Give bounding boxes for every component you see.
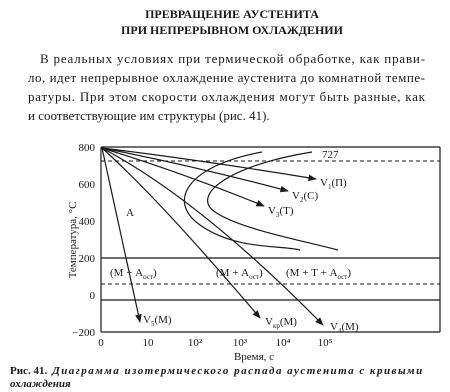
- title: ПРЕВРАЩЕНИЕ АУСТЕНИТА: [145, 7, 319, 21]
- x-tick-label: 10⁴: [276, 337, 291, 349]
- curve-label: V1(П): [320, 177, 347, 191]
- caption: охлаждения: [10, 378, 71, 390]
- x-tick-label: 10: [143, 337, 155, 349]
- zone-label: (М + Аост): [216, 267, 263, 281]
- y-tick-label: 0: [90, 290, 96, 302]
- y-tick-label: 800: [79, 142, 96, 154]
- cooling-curve: [101, 147, 261, 319]
- c-curve-start: [183, 151, 301, 251]
- cooling-curve: [101, 147, 265, 207]
- paragraph-line: ло, идет непрерывное охлаждение аустенит…: [28, 70, 425, 85]
- c-curve-end: [207, 151, 339, 251]
- curve-label: V3(Т): [268, 205, 294, 219]
- y-axis-label: Температура, °C: [67, 202, 79, 279]
- x-axis-label: Время, с: [234, 351, 274, 363]
- line-label: 727: [322, 149, 339, 161]
- x-tick-label: 10²: [188, 337, 203, 349]
- cooling-curve: [101, 147, 289, 193]
- paragraph-line: и соответствующие им структуры (рис. 41)…: [28, 108, 270, 123]
- cooling-curve: [101, 147, 324, 326]
- y-tick-label: 400: [79, 216, 96, 228]
- curve-label: V4(М): [330, 321, 359, 335]
- curve-label: V2(С): [292, 190, 318, 204]
- title: ПРИ НЕПРЕРЫВНОМ ОХЛАЖДЕНИИ: [121, 23, 344, 37]
- caption: Рис. 41. Диаграмма изотермического распад…: [10, 365, 422, 377]
- paragraph-line: ратуры. При этом скорости охлаждения мог…: [28, 89, 426, 104]
- zone-label: (М + Т + Аост): [286, 267, 351, 281]
- y-tick-label: −200: [72, 327, 95, 339]
- y-tick-label: 200: [79, 253, 96, 265]
- paragraph-line: В реальных условиях при термической обра…: [40, 51, 425, 66]
- y-tick-label: 600: [79, 179, 96, 191]
- x-tick-label: 10³: [233, 337, 248, 349]
- figure: 800 600 400 200 0 −200 0 10 10² 10³ 10⁴ …: [10, 142, 441, 390]
- curve-label: Vкр(М): [265, 316, 297, 330]
- cooling-curve: [101, 147, 142, 323]
- region-label: A: [126, 207, 134, 219]
- x-tick-label: 0: [98, 337, 104, 349]
- curve-label: V5(М): [143, 314, 172, 328]
- zone-label: (М + Аост): [110, 267, 157, 281]
- cooling-curve: [101, 147, 317, 182]
- x-tick-label: 10⁵: [318, 337, 333, 349]
